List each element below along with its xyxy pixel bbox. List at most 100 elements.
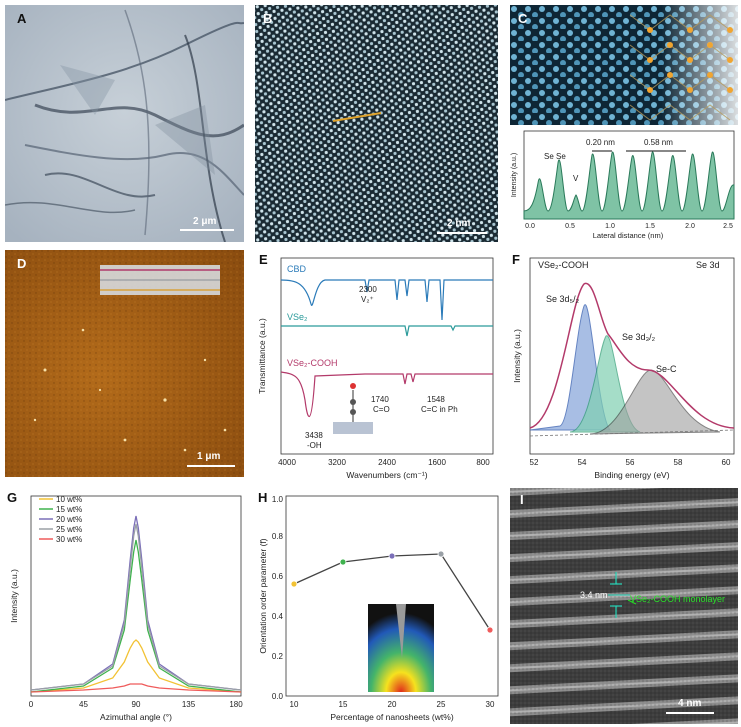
se-annotation: Se Se xyxy=(544,152,566,161)
panel-label: B xyxy=(263,11,273,26)
peak-annotation-1740: 1740 xyxy=(371,395,389,404)
panel-d-afm-image: D 1 μm xyxy=(5,250,244,477)
x-tick-label: 800 xyxy=(476,458,490,467)
scale-bar-label: 2 nm xyxy=(447,218,471,229)
x-tick-label: 56 xyxy=(626,458,635,467)
layer-spacing-label: 3.4 nm xyxy=(580,590,608,600)
panel-c: C Intensity (a.u.) Se Se V 0.20 nm 0.58 … xyxy=(510,5,738,242)
x-axis-label: Binding energy (eV) xyxy=(594,470,669,480)
series-label-vse2-cooh: VSe₂-COOH xyxy=(287,358,338,368)
y-tick-label: 1.0 xyxy=(272,495,284,504)
tem-image xyxy=(5,5,244,242)
x-tick-label: 58 xyxy=(674,458,683,467)
x-tick-label: 3200 xyxy=(328,458,346,467)
layered-structure-model xyxy=(100,265,220,295)
panel-label: G xyxy=(7,490,18,505)
y-axis-label: Orientation order parameter (f) xyxy=(258,538,268,653)
series-line-25-wtpct xyxy=(30,523,242,691)
monolayer-label: VSe₂-COOH monolayer xyxy=(630,594,725,604)
panel-label: F xyxy=(512,252,520,267)
x-tick-label: 25 xyxy=(437,700,446,709)
panel-g-azimuthal-plot: 10 wt% 15 wt% 20 wt% 25 wt% 30 wt% Intensity… xyxy=(5,488,248,724)
panel-e-ftir-plot: CBD VSe₂ VSe₂-COOH 2300 V₂⁺ 1740 C=O 154… xyxy=(255,250,498,482)
x-tick-label: 2400 xyxy=(378,458,396,467)
panel-label: I xyxy=(520,492,524,507)
data-point xyxy=(339,558,347,566)
y-axis-label: Intensity (a.u.) xyxy=(512,329,522,383)
x-tick-label: 0 xyxy=(29,700,34,709)
x-tick-label: 45 xyxy=(79,700,88,709)
x-axis-label: Azimuthal angle (°) xyxy=(100,712,172,722)
y-axis-label: Intensity (a.u.) xyxy=(511,153,518,197)
x-axis-label: Percentage of nanosheets (wt%) xyxy=(330,712,453,722)
x-tick-label: 15 xyxy=(339,700,348,709)
ftir-spectra: CBD VSe₂ VSe₂-COOH 2300 V₂⁺ 1740 C=O 154… xyxy=(257,257,494,480)
data-point xyxy=(437,550,445,558)
panel-label: H xyxy=(258,490,268,505)
cross-section-tem-image: 3.4 nm VSe₂-COOH monolayer xyxy=(510,488,738,724)
molecule-structure-model xyxy=(333,383,373,434)
y-axis-label: Intensity (a.u.) xyxy=(9,569,19,623)
x-axis-label: Wavenumbers (cm⁻¹) xyxy=(346,470,427,480)
data-point xyxy=(290,580,298,588)
saxs-pattern-inset xyxy=(368,604,434,692)
x-tick-label: 135 xyxy=(182,700,196,709)
x-tick-label: 1.5 xyxy=(645,223,655,230)
x-tick-label: 1.0 xyxy=(605,223,615,230)
peak-label-se-c: Se-C xyxy=(656,364,677,374)
x-tick-label: 1600 xyxy=(428,458,446,467)
series-line-15-wtpct xyxy=(30,539,242,693)
peak-annotation-3438: 3438 xyxy=(305,431,323,440)
y-axis-label: Transmittance (a.u.) xyxy=(257,318,267,394)
y-tick-label: 0.0 xyxy=(272,692,284,701)
scale-bar xyxy=(666,712,714,714)
panel-b-hrtem-image: B 2 nm xyxy=(255,5,498,242)
xps-spectrum: VSe₂-COOH Se 3d Se 3d₅/₂ Se 3d₃/₂ Se-C I… xyxy=(512,257,735,480)
x-tick-label: 4000 xyxy=(278,458,296,467)
afm-image xyxy=(5,250,244,477)
orientation-order-chart: Orientation order parameter (f) 0.0 0.2 … xyxy=(258,495,499,722)
x-tick-label: 90 xyxy=(132,700,141,709)
legend-entry: 15 wt% xyxy=(56,505,82,514)
plot-title: VSe₂-COOH xyxy=(538,260,589,270)
panel-h-orientation-plot: Orientation order parameter (f) 0.0 0.2 … xyxy=(256,488,503,724)
intensity-profile-plot: Intensity (a.u.) Se Se V 0.20 nm 0.58 nm… xyxy=(511,130,735,240)
x-axis-label: Lateral distance (nm) xyxy=(593,231,664,240)
hrtem-lattice xyxy=(255,5,498,242)
y-tick-label: 0.6 xyxy=(272,572,284,581)
x-tick-label: 2.5 xyxy=(723,223,733,230)
peak-annotation-2300-label: V₂⁺ xyxy=(361,295,374,304)
panel-label: D xyxy=(17,256,27,271)
series-label-cbd: CBD xyxy=(287,264,307,274)
x-tick-label: 10 xyxy=(290,700,299,709)
x-tick-label: 0.5 xyxy=(565,223,575,230)
series-label-vse2: VSe₂ xyxy=(287,312,308,322)
x-tick-label: 30 xyxy=(486,700,495,709)
scale-bar xyxy=(180,229,234,231)
x-tick-label: 54 xyxy=(578,458,587,467)
legend-entry: 20 wt% xyxy=(56,515,82,524)
y-tick-label: 0.2 xyxy=(272,652,284,661)
azimuthal-intensity-chart: 10 wt%15 wt%20 wt%25 wt%30 wt% Intensity… xyxy=(9,495,243,722)
v-annotation: V xyxy=(573,174,579,183)
distance-annotation-1: 0.20 nm xyxy=(586,138,615,147)
series-line-10-wtpct xyxy=(30,639,242,693)
x-tick-label: 0.0 xyxy=(525,223,535,230)
scale-bar-label: 4 nm xyxy=(678,698,702,709)
x-tick-label: 60 xyxy=(722,458,731,467)
peak-label-se3d32: Se 3d₃/₂ xyxy=(622,332,656,342)
legend-entry: 30 wt% xyxy=(56,535,82,544)
y-tick-label: 0.4 xyxy=(272,612,284,621)
peak-annotation-2300: 2300 xyxy=(359,285,377,294)
panel-label: E xyxy=(259,252,268,267)
scale-bar-label: 2 μm xyxy=(193,216,217,227)
peak-annotation-3438-label: -OH xyxy=(307,441,322,450)
x-tick-label: 20 xyxy=(388,700,397,709)
series-line-30-wtpct xyxy=(30,683,242,693)
x-tick-label: 180 xyxy=(229,700,243,709)
scale-bar xyxy=(437,232,487,234)
panel-f-xps-plot: VSe₂-COOH Se 3d Se 3d₅/₂ Se 3d₃/₂ Se-C I… xyxy=(510,250,738,482)
data-point xyxy=(486,626,494,634)
panel-label: C xyxy=(518,11,528,26)
legend-entry: 10 wt% xyxy=(56,495,82,504)
